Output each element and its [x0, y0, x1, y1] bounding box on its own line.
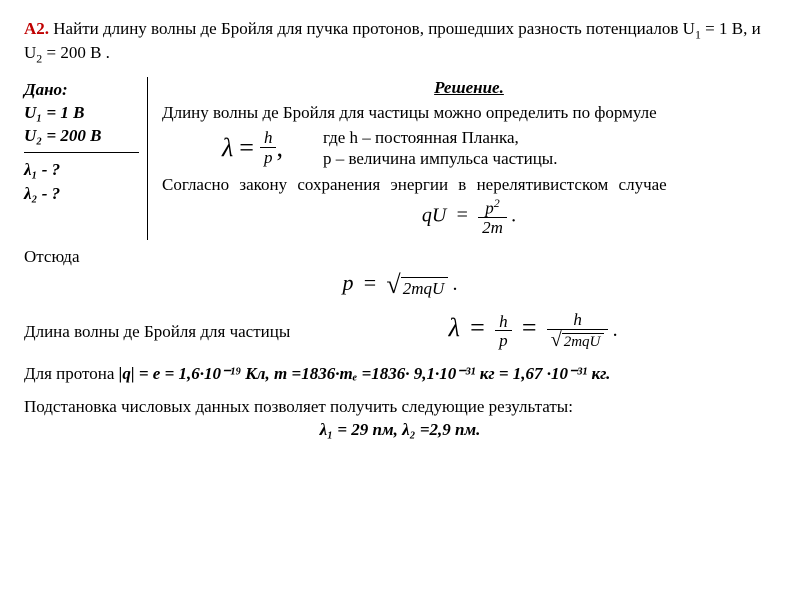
proton-line: Для протона |q| = e = 1,6·10⁻¹⁹ Кл, m =1…: [24, 363, 776, 384]
frac-h-over-p: h p: [260, 129, 277, 167]
hence-text: Отсюда: [24, 246, 776, 267]
formula-lambda-hp: λ = h p , где h – постоянная Планка, p –…: [162, 127, 776, 170]
problem-statement: A2. Найти длину волны де Бройля для пучк…: [24, 18, 776, 67]
given-solution-row: Дано: U₁ = 1 В U₂ = 200 В λ₁ - ? λ₂ - ? …: [24, 77, 776, 240]
solution-intro: Длину волны де Бройля для частицы можно …: [162, 102, 776, 123]
problem-tag: A2.: [24, 19, 49, 38]
formula-lambda-final-row: Длина волны де Бройля для частицы λ = h …: [24, 311, 776, 353]
problem-text-3: = 200 В .: [42, 43, 110, 62]
where-line-2: p – величина импульса частицы.: [323, 148, 558, 169]
given-title: Дано:: [24, 79, 139, 100]
given-u2: U₂ = 200 В: [24, 125, 139, 146]
lambda-symbol: λ: [222, 132, 233, 165]
lambda-text: Длина волны де Бройля для частицы: [24, 321, 290, 342]
formula-p: p = √ 2mqU .: [24, 269, 776, 301]
solution-title: Решение.: [162, 77, 776, 98]
given-column: Дано: U₁ = 1 В U₂ = 200 В λ₁ - ? λ₂ - ?: [24, 77, 148, 240]
solution-column: Решение. Длину волны де Бройля для части…: [148, 77, 776, 240]
given-l2: λ₂ - ?: [24, 183, 139, 204]
below-block: Отсюда p = √ 2mqU . Длина волны де Бройл…: [24, 246, 776, 441]
given-u1: U₁ = 1 В: [24, 102, 139, 123]
results-line: λ₁ = 29 пм, λ₂ =2,9 пм.: [24, 419, 776, 440]
given-divider: [24, 152, 139, 153]
where-block: где h – постоянная Планка, p – величина …: [323, 127, 558, 170]
where-line-1: где h – постоянная Планка,: [323, 127, 558, 148]
conservation-text: Согласно закону сохранения энергии в нер…: [162, 174, 776, 195]
given-l1: λ₁ - ?: [24, 159, 139, 180]
substitution-text: Подстановка числовых данных позволяет по…: [24, 396, 776, 417]
formula-qU: qU = p2 2m .: [162, 197, 776, 238]
problem-text-1: Найти длину волны де Бройля для пучка пр…: [49, 19, 695, 38]
